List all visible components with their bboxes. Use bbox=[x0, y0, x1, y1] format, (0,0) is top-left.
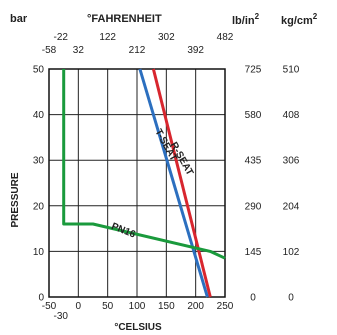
series-line bbox=[62, 69, 226, 260]
kgcm2-axis-header: kg/cm2 bbox=[281, 12, 318, 27]
series-line bbox=[151, 68, 212, 298]
celsius-tick-label: -30 bbox=[54, 311, 69, 322]
fahrenheit-tick-label: 122 bbox=[99, 32, 116, 43]
psi-tick-label: 580 bbox=[245, 110, 262, 121]
tick-labels: 0 10 20 30 40 50 0 145 290 435 580 725 0 102 204 306 408… bbox=[33, 32, 300, 322]
kgcm2-tick-label: 306 bbox=[283, 156, 300, 167]
bar-tick-label: 50 bbox=[33, 65, 45, 76]
bar-tick-label: 40 bbox=[33, 110, 45, 121]
celsius-tick-label: -50 bbox=[42, 301, 57, 312]
bar-axis-header: bar bbox=[10, 13, 28, 25]
series-line bbox=[138, 68, 209, 298]
celsius-tick-label: 0 bbox=[76, 301, 82, 312]
psi-tick-label: 0 bbox=[250, 293, 256, 304]
bar-tick-label: 10 bbox=[33, 247, 45, 258]
series-lines bbox=[62, 68, 226, 298]
fahrenheit-tick-label: 482 bbox=[217, 32, 234, 43]
fahrenheit-tick-label: -22 bbox=[54, 32, 69, 43]
pressure-axis-label: PRESSURE bbox=[10, 172, 21, 227]
fahrenheit-tick-label: 212 bbox=[129, 45, 146, 56]
bar-tick-label: 20 bbox=[33, 201, 45, 212]
celsius-axis-label: °CELSIUS bbox=[114, 322, 162, 333]
celsius-tick-label: 50 bbox=[102, 301, 114, 312]
celsius-tick-label: 100 bbox=[129, 301, 146, 312]
fahrenheit-axis-header: °FAHRENHEIT bbox=[87, 13, 162, 25]
series-label: PN16 bbox=[110, 221, 138, 241]
psi-tick-label: 290 bbox=[245, 201, 262, 212]
bar-tick-label: 0 bbox=[38, 293, 44, 304]
kgcm2-tick-label: 510 bbox=[283, 65, 300, 76]
psi-tick-label: 435 bbox=[245, 156, 262, 167]
kgcm2-tick-label: 408 bbox=[283, 110, 300, 121]
psi-tick-label: 725 bbox=[245, 65, 262, 76]
kgcm2-tick-label: 204 bbox=[283, 201, 300, 212]
fahrenheit-tick-label: 32 bbox=[73, 45, 85, 56]
bar-tick-label: 30 bbox=[33, 156, 45, 167]
fahrenheit-tick-label: -58 bbox=[42, 45, 57, 56]
celsius-tick-label: 250 bbox=[217, 301, 234, 312]
lbin2-axis-header: lb/in2 bbox=[232, 12, 260, 27]
kgcm2-tick-label: 0 bbox=[288, 293, 294, 304]
kgcm2-tick-label: 102 bbox=[283, 247, 300, 258]
fahrenheit-tick-label: 302 bbox=[158, 32, 175, 43]
fahrenheit-tick-label: 392 bbox=[187, 45, 204, 56]
plot-frame bbox=[48, 68, 226, 298]
celsius-tick-label: 150 bbox=[158, 301, 175, 312]
psi-tick-label: 145 bbox=[245, 247, 262, 258]
celsius-tick-label: 200 bbox=[187, 301, 204, 312]
